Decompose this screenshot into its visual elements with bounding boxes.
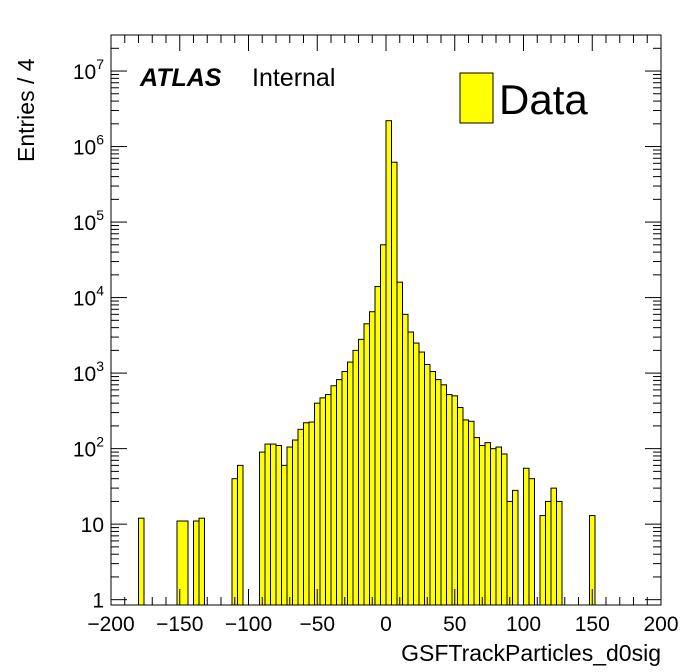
histogram-bar: [259, 451, 266, 606]
axis-ticks: [110, 34, 662, 605]
histogram-bar: [297, 428, 304, 606]
x-tick-label: −150: [156, 613, 203, 636]
histogram-bar: [523, 467, 530, 606]
x-tick-label: 0: [380, 613, 392, 636]
histogram-bar: [314, 402, 321, 606]
histogram-bar: [264, 443, 271, 606]
histogram-bar: [451, 395, 458, 606]
histogram-bar: [402, 313, 409, 606]
histogram-bar: [440, 384, 447, 606]
histogram-bar: [501, 453, 508, 606]
x-tick-label: 100: [506, 613, 541, 636]
histogram-bar: [281, 464, 288, 606]
histogram-bar: [347, 361, 354, 606]
histogram-bar: [413, 342, 420, 606]
y-tick-label: 107: [73, 56, 104, 84]
histogram-bar: [407, 331, 414, 606]
x-tick-label: −200: [87, 613, 134, 636]
histogram-bar: [396, 281, 403, 606]
x-tick-labels: −200 −150 −100 −50 0 50 100 150 200: [87, 613, 678, 636]
histogram-bar: [292, 439, 299, 606]
histogram-bar: [495, 446, 502, 606]
histogram-bar: [468, 420, 475, 606]
histogram-bar: [193, 520, 200, 606]
histogram-bar: [550, 487, 557, 606]
legend: Data: [459, 72, 588, 124]
y-tick-label: 105: [73, 207, 104, 235]
x-axis-title: GSFTrackParticles_d0sig: [401, 640, 661, 666]
histogram-bar: [319, 397, 326, 606]
y-tick-label: 104: [73, 283, 104, 311]
histogram-bar: [457, 407, 464, 606]
histogram-bar: [176, 520, 189, 606]
histogram-bar: [270, 443, 277, 606]
y-tick-label: 10: [81, 514, 104, 537]
histogram-bar: [237, 464, 244, 606]
histogram-bar: [484, 442, 491, 606]
histogram-bar: [528, 478, 535, 606]
histogram-bar: [352, 349, 359, 606]
y-tick-label: 106: [73, 132, 104, 160]
y-tick-label: 1: [92, 590, 104, 613]
atlas-label-status: Internal: [252, 64, 335, 92]
legend-label: Data: [499, 76, 588, 123]
atlas-label: ATLAS Internal: [139, 64, 335, 92]
histogram-bar: [231, 478, 238, 606]
histogram-bar: [473, 437, 480, 606]
x-tick-label: 50: [443, 613, 466, 636]
histogram-bar: [374, 286, 381, 606]
histogram-bar: [556, 500, 563, 606]
histogram-bar: [325, 394, 332, 606]
y-axis-title: Entries / 4: [13, 58, 39, 162]
histogram-bar: [446, 394, 453, 606]
histogram-bar: [385, 120, 392, 606]
y-tick-label: 103: [73, 358, 104, 386]
histogram-bar: [286, 446, 293, 606]
histogram-bar: [418, 351, 425, 606]
x-tick-label: 200: [643, 613, 678, 636]
histogram-bar: [479, 445, 486, 606]
histogram-bar: [391, 161, 398, 606]
histogram-bar: [435, 379, 442, 606]
histogram-bar: [369, 311, 376, 606]
histogram-bar: [380, 244, 387, 606]
y-tick-labels: 1 10 102 103 104 105 106 107: [73, 56, 104, 613]
histogram-bar: [341, 371, 348, 606]
histogram-bar: [506, 500, 513, 606]
atlas-label-bold: ATLAS: [139, 64, 222, 92]
histogram-bar: [330, 385, 337, 606]
histogram-bar: [308, 421, 315, 606]
histogram-bar: [336, 379, 343, 606]
histogram-bar: [490, 448, 497, 606]
histogram-bar: [462, 419, 469, 606]
y-tick-label: 102: [73, 434, 104, 462]
x-tick-label: −50: [299, 613, 335, 636]
histogram-bar: [429, 371, 436, 606]
histogram-bar: [358, 338, 365, 606]
x-tick-label: −100: [225, 613, 272, 636]
histogram-bar: [539, 515, 546, 606]
histogram-bar: [363, 323, 370, 606]
histogram-bar: [275, 445, 282, 606]
histogram-bar: [545, 500, 552, 606]
legend-swatch: [459, 72, 494, 124]
histogram-bar: [303, 422, 310, 606]
histogram-bar: [512, 489, 519, 606]
histogram-bar: [138, 517, 145, 606]
x-tick-label: 150: [575, 613, 610, 636]
histogram-bar: [198, 517, 205, 606]
histogram-bar: [424, 364, 431, 606]
plot-frame: [110, 34, 662, 606]
